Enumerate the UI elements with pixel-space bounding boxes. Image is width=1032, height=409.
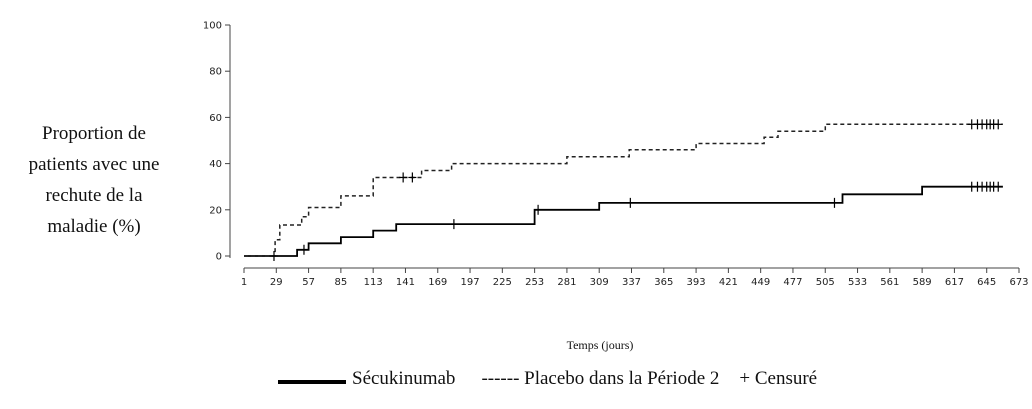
x-tick-label-561: 561 — [880, 277, 899, 288]
x-tick-label-253: 253 — [525, 277, 544, 288]
legend-solid-line-swatch — [278, 380, 346, 384]
censor-mark-1-8 — [994, 119, 1003, 130]
censor-mark-0-4 — [626, 197, 635, 208]
x-tick-label-197: 197 — [460, 277, 479, 288]
x-tick-label-421: 421 — [719, 277, 738, 288]
x-axis-label: Temps (jours) — [566, 338, 634, 352]
legend-label-secukinumab: Sécukinumab — [352, 368, 456, 389]
y-tick-label-80: 80 — [209, 67, 222, 78]
chart-series — [244, 123, 1003, 257]
x-tick-label-29: 29 — [270, 277, 283, 288]
x-tick-label-393: 393 — [687, 277, 706, 288]
y-tick-label-100: 100 — [203, 21, 222, 32]
x-tick-label-365: 365 — [654, 277, 673, 288]
censor-mark-0-3 — [534, 204, 543, 215]
censor-mark-1-1 — [408, 172, 417, 183]
chart-ticks: 0 20 40 60 80 100 1 29 57 85 113 141 169 197 225 253 281… — [203, 21, 1029, 289]
x-tick-label-505: 505 — [816, 277, 835, 288]
x-tick-label-673: 673 — [1009, 277, 1028, 288]
x-tick-label-449: 449 — [751, 277, 770, 288]
censor-mark-1-0 — [399, 172, 408, 183]
censor-mark-0-0 — [269, 251, 278, 261]
series-line-0 — [244, 185, 1003, 257]
x-tick-label-533: 533 — [848, 277, 867, 288]
x-tick-label-617: 617 — [945, 277, 964, 288]
x-tick-label-85: 85 — [335, 277, 348, 288]
legend-label-censored: + Censuré — [739, 368, 818, 389]
y-tick-label-60: 60 — [209, 113, 222, 124]
x-tick-label-169: 169 — [428, 277, 447, 288]
censor-mark-0-1 — [299, 244, 308, 255]
x-tick-label-281: 281 — [557, 277, 576, 288]
y-tick-label-40: 40 — [209, 159, 222, 170]
x-tick-label-477: 477 — [783, 277, 802, 288]
x-tick-label-57: 57 — [302, 277, 315, 288]
x-tick-label-645: 645 — [977, 277, 996, 288]
censor-mark-0-5 — [830, 197, 839, 208]
x-tick-label-1: 1 — [241, 277, 247, 288]
x-tick-label-113: 113 — [364, 277, 383, 288]
x-tick-label-589: 589 — [913, 277, 932, 288]
legend-label-placebo: ------ Placebo dans la Période 2 — [481, 368, 720, 389]
chart-legend: Sécukinumab ------ Placebo dans la Pério… — [270, 367, 817, 391]
x-tick-label-225: 225 — [493, 277, 512, 288]
x-tick-label-337: 337 — [622, 277, 641, 288]
y-tick-label-20: 20 — [209, 205, 222, 216]
chart-axes — [229, 25, 1019, 269]
y-tick-label-0: 0 — [216, 252, 222, 263]
censor-mark-0-2 — [449, 219, 458, 230]
x-tick-label-309: 309 — [590, 277, 609, 288]
chart-censor-marks — [269, 119, 1003, 261]
series-line-1 — [244, 123, 1003, 257]
x-tick-label-141: 141 — [396, 277, 415, 288]
y-axis-label: Proportion de patients avec une rechute … — [28, 123, 160, 237]
censor-mark-0-12 — [994, 181, 1003, 192]
